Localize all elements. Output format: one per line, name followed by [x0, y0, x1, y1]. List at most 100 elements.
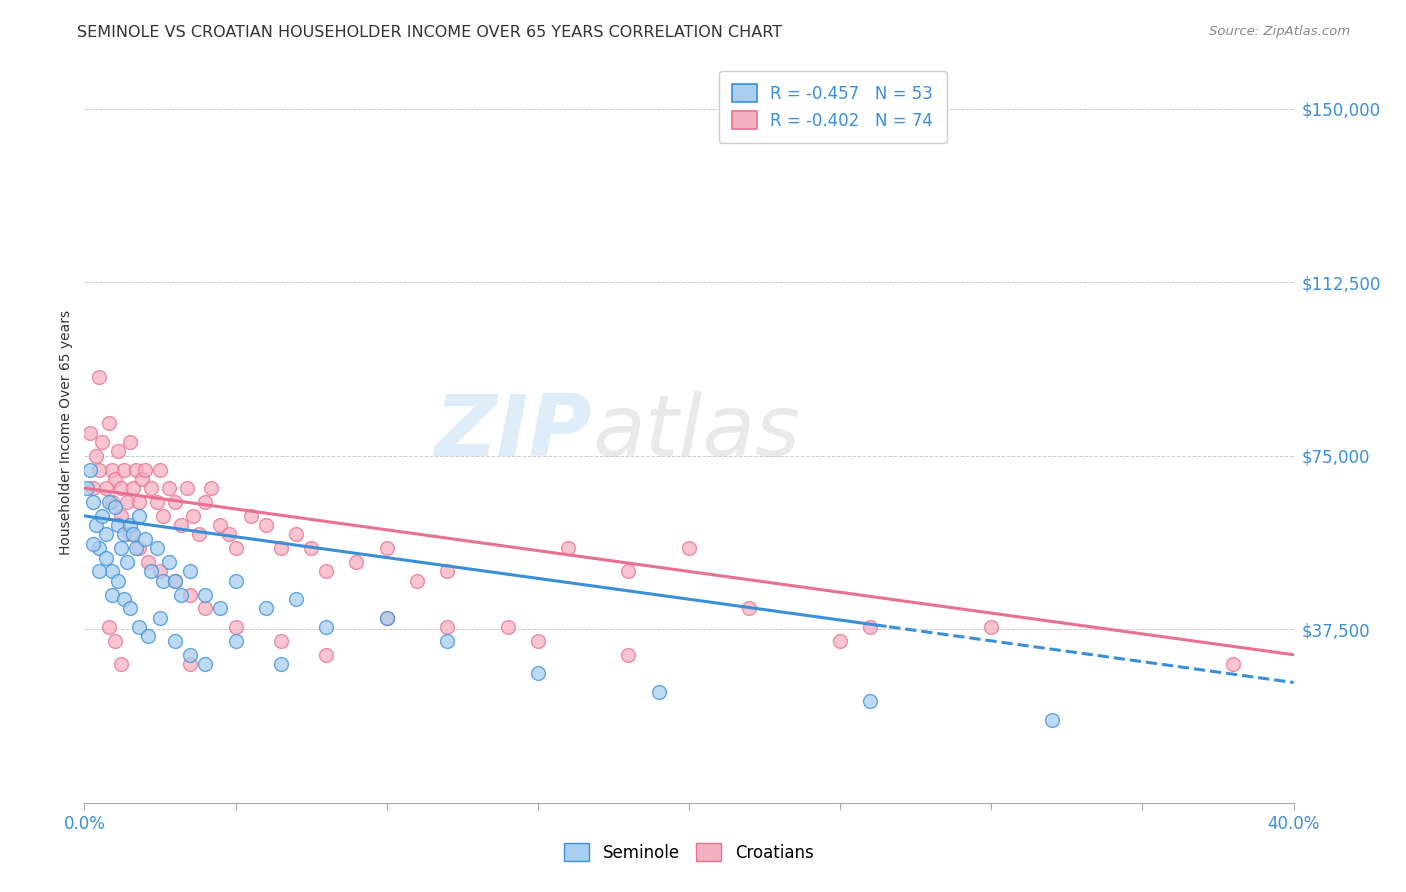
Point — [617, 648, 640, 662]
Point — [285, 592, 308, 607]
Point — [146, 541, 169, 556]
Point — [112, 527, 135, 541]
Point — [94, 550, 117, 565]
Point — [79, 425, 101, 440]
Text: SEMINOLE VS CROATIAN HOUSEHOLDER INCOME OVER 65 YEARS CORRELATION CHART: SEMINOLE VS CROATIAN HOUSEHOLDER INCOME … — [77, 25, 783, 40]
Point — [375, 610, 398, 624]
Point — [194, 588, 217, 602]
Point — [107, 518, 129, 533]
Point — [179, 648, 201, 662]
Point — [648, 685, 671, 699]
Point — [527, 666, 550, 681]
Point — [91, 508, 114, 523]
Point — [79, 462, 101, 476]
Point — [86, 518, 108, 533]
Point — [110, 657, 132, 671]
Point — [375, 541, 398, 556]
Point — [225, 633, 247, 648]
Point — [436, 633, 458, 648]
Point — [179, 588, 201, 602]
Point — [165, 495, 187, 509]
Point — [121, 527, 143, 541]
Point — [225, 541, 247, 556]
Point — [121, 481, 143, 495]
Point — [104, 472, 127, 486]
Point — [100, 495, 122, 509]
Point — [97, 495, 120, 509]
Point — [136, 555, 159, 569]
Point — [89, 370, 111, 384]
Point — [225, 620, 247, 634]
Point — [94, 481, 117, 495]
Point — [980, 620, 1002, 634]
Point — [315, 648, 337, 662]
Point — [139, 565, 162, 579]
Point — [104, 500, 127, 514]
Point — [194, 495, 217, 509]
Point — [406, 574, 429, 588]
Point — [89, 462, 111, 476]
Point — [118, 518, 141, 533]
Point — [170, 588, 193, 602]
Point — [110, 481, 132, 495]
Point — [97, 417, 120, 431]
Point — [152, 508, 174, 523]
Point — [165, 633, 187, 648]
Point — [100, 588, 122, 602]
Point — [89, 565, 111, 579]
Point — [254, 518, 277, 533]
Point — [128, 541, 150, 556]
Point — [830, 633, 852, 648]
Point — [270, 541, 292, 556]
Point — [128, 508, 150, 523]
Point — [617, 565, 640, 579]
Text: Source: ZipAtlas.com: Source: ZipAtlas.com — [1209, 25, 1350, 38]
Point — [115, 495, 138, 509]
Point — [209, 518, 232, 533]
Point — [678, 541, 700, 556]
Text: atlas: atlas — [592, 391, 800, 475]
Point — [859, 620, 882, 634]
Point — [436, 565, 458, 579]
Point — [225, 574, 247, 588]
Point — [110, 541, 132, 556]
Point — [112, 592, 135, 607]
Point — [176, 481, 198, 495]
Point — [527, 633, 550, 648]
Point — [136, 629, 159, 643]
Point — [118, 601, 141, 615]
Point — [107, 444, 129, 458]
Point — [125, 462, 148, 476]
Point — [118, 527, 141, 541]
Point — [170, 518, 193, 533]
Point — [115, 555, 138, 569]
Point — [181, 508, 204, 523]
Point — [146, 495, 169, 509]
Point — [149, 610, 172, 624]
Point — [157, 481, 180, 495]
Point — [315, 620, 337, 634]
Point — [82, 536, 104, 550]
Point — [131, 472, 153, 486]
Point — [134, 532, 156, 546]
Point — [1222, 657, 1244, 671]
Point — [1040, 713, 1063, 727]
Point — [89, 541, 111, 556]
Point — [152, 574, 174, 588]
Point — [209, 601, 232, 615]
Point — [557, 541, 579, 556]
Point — [82, 495, 104, 509]
Point — [97, 620, 120, 634]
Point — [125, 541, 148, 556]
Point — [239, 508, 262, 523]
Point — [149, 565, 172, 579]
Point — [738, 601, 761, 615]
Point — [496, 620, 519, 634]
Point — [346, 555, 368, 569]
Point — [100, 565, 122, 579]
Point — [86, 449, 108, 463]
Point — [165, 574, 187, 588]
Point — [107, 574, 129, 588]
Point — [179, 657, 201, 671]
Point — [315, 565, 337, 579]
